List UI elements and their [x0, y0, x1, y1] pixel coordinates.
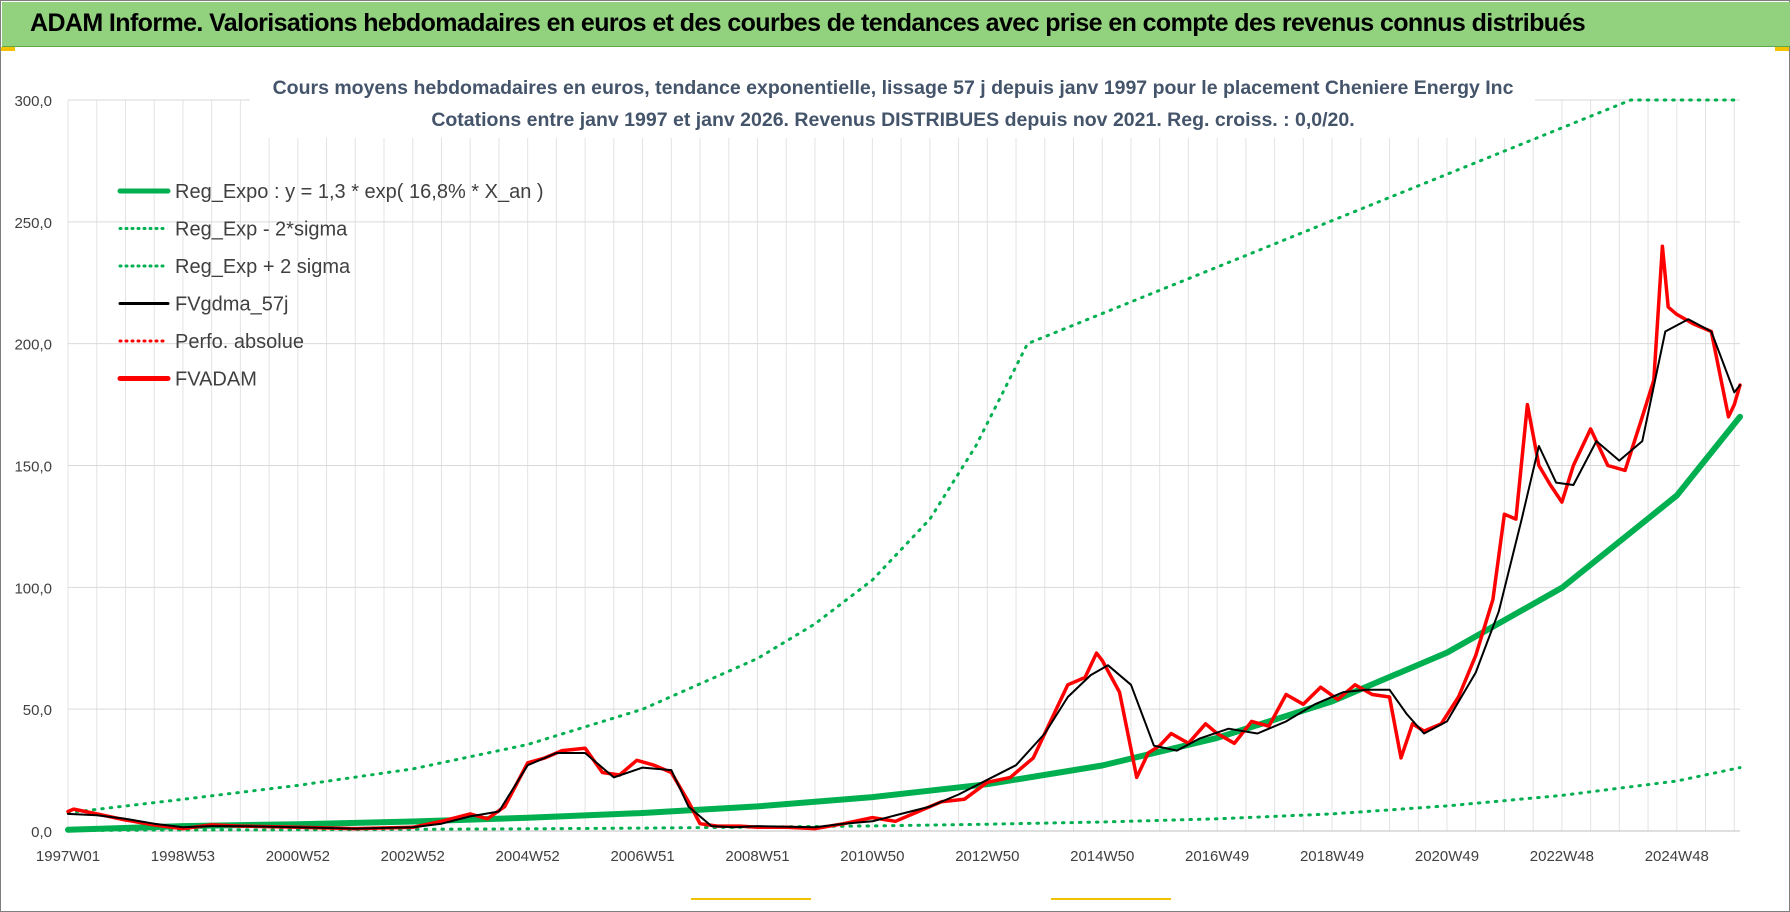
x-tick-label: 2012W50	[955, 848, 1019, 865]
x-tick-label: 2020W49	[1415, 848, 1479, 865]
y-tick-label: 100,0	[14, 580, 52, 597]
x-tick-label: 2018W49	[1300, 848, 1364, 865]
legend-label: Perfo. absolue	[175, 331, 304, 353]
legend-label: Reg_Expo : y = 1,3 * exp( 16,8% * X_an )	[175, 181, 544, 203]
series-line-fvadam	[66, 244, 1742, 831]
gridlines	[67, 99, 1740, 832]
bottom-marker-right	[1051, 898, 1171, 900]
report-title: ADAM Informe. Valorisations hebdomadaire…	[30, 9, 1586, 37]
x-tick-label: 2014W50	[1070, 848, 1134, 865]
corner-marker-top-right	[1775, 47, 1789, 51]
y-tick-label: 250,0	[14, 215, 52, 232]
report-banner: ADAM Informe. Valorisations hebdomadaire…	[2, 2, 1790, 47]
x-tick-label: 2000W52	[266, 848, 330, 865]
chart-title: Cours moyens hebdomadaires en euros, ten…	[273, 77, 1514, 99]
legend-label: Reg_Exp - 2*sigma	[175, 219, 348, 241]
y-tick-label: 50,0	[23, 702, 52, 719]
bottom-marker-left	[691, 898, 811, 900]
y-tick-label: 200,0	[14, 337, 52, 354]
x-tick-label: 2010W50	[840, 848, 904, 865]
x-tick-label: 1998W53	[151, 848, 215, 865]
x-tick-label: 2008W51	[725, 848, 789, 865]
legend-label: FVgdma_57j	[175, 294, 288, 316]
series-line-reg-exp-2-sigma	[66, 98, 1742, 815]
legend-label: Reg_Exp + 2 sigma	[175, 256, 351, 278]
x-tick-label: 2016W49	[1185, 848, 1249, 865]
x-tick-label: 2002W52	[381, 848, 445, 865]
x-tick-label: 2006W51	[610, 848, 674, 865]
y-tick-label: 0,0	[31, 824, 52, 841]
title-background	[250, 70, 1535, 138]
y-tick-label: 150,0	[14, 459, 52, 476]
legend: Reg_Expo : y = 1,3 * exp( 16,8% * X_an )…	[117, 181, 544, 391]
x-tick-label: 1997W01	[36, 848, 100, 865]
corner-marker-top-left	[1, 47, 15, 51]
series-line-reg-exp-2-sigma	[66, 766, 1742, 832]
legend-label: FVADAM	[175, 369, 257, 391]
series-layer	[65, 98, 1743, 833]
series-line-fvgdma-57j	[67, 318, 1741, 830]
x-tick-label: 2024W48	[1645, 848, 1709, 865]
x-tick-label: 2004W52	[496, 848, 560, 865]
axes: 0,0 50,0 100,0 150,0 200,0 250,0 300,0 1997W01 1…	[14, 93, 1740, 865]
y-tick-label: 300,0	[14, 93, 52, 110]
series-line-reg-expo	[65, 413, 1743, 833]
chart-subtitle: Cotations entre janv 1997 et janv 2026. …	[431, 109, 1354, 131]
x-tick-label: 2022W48	[1530, 848, 1594, 865]
